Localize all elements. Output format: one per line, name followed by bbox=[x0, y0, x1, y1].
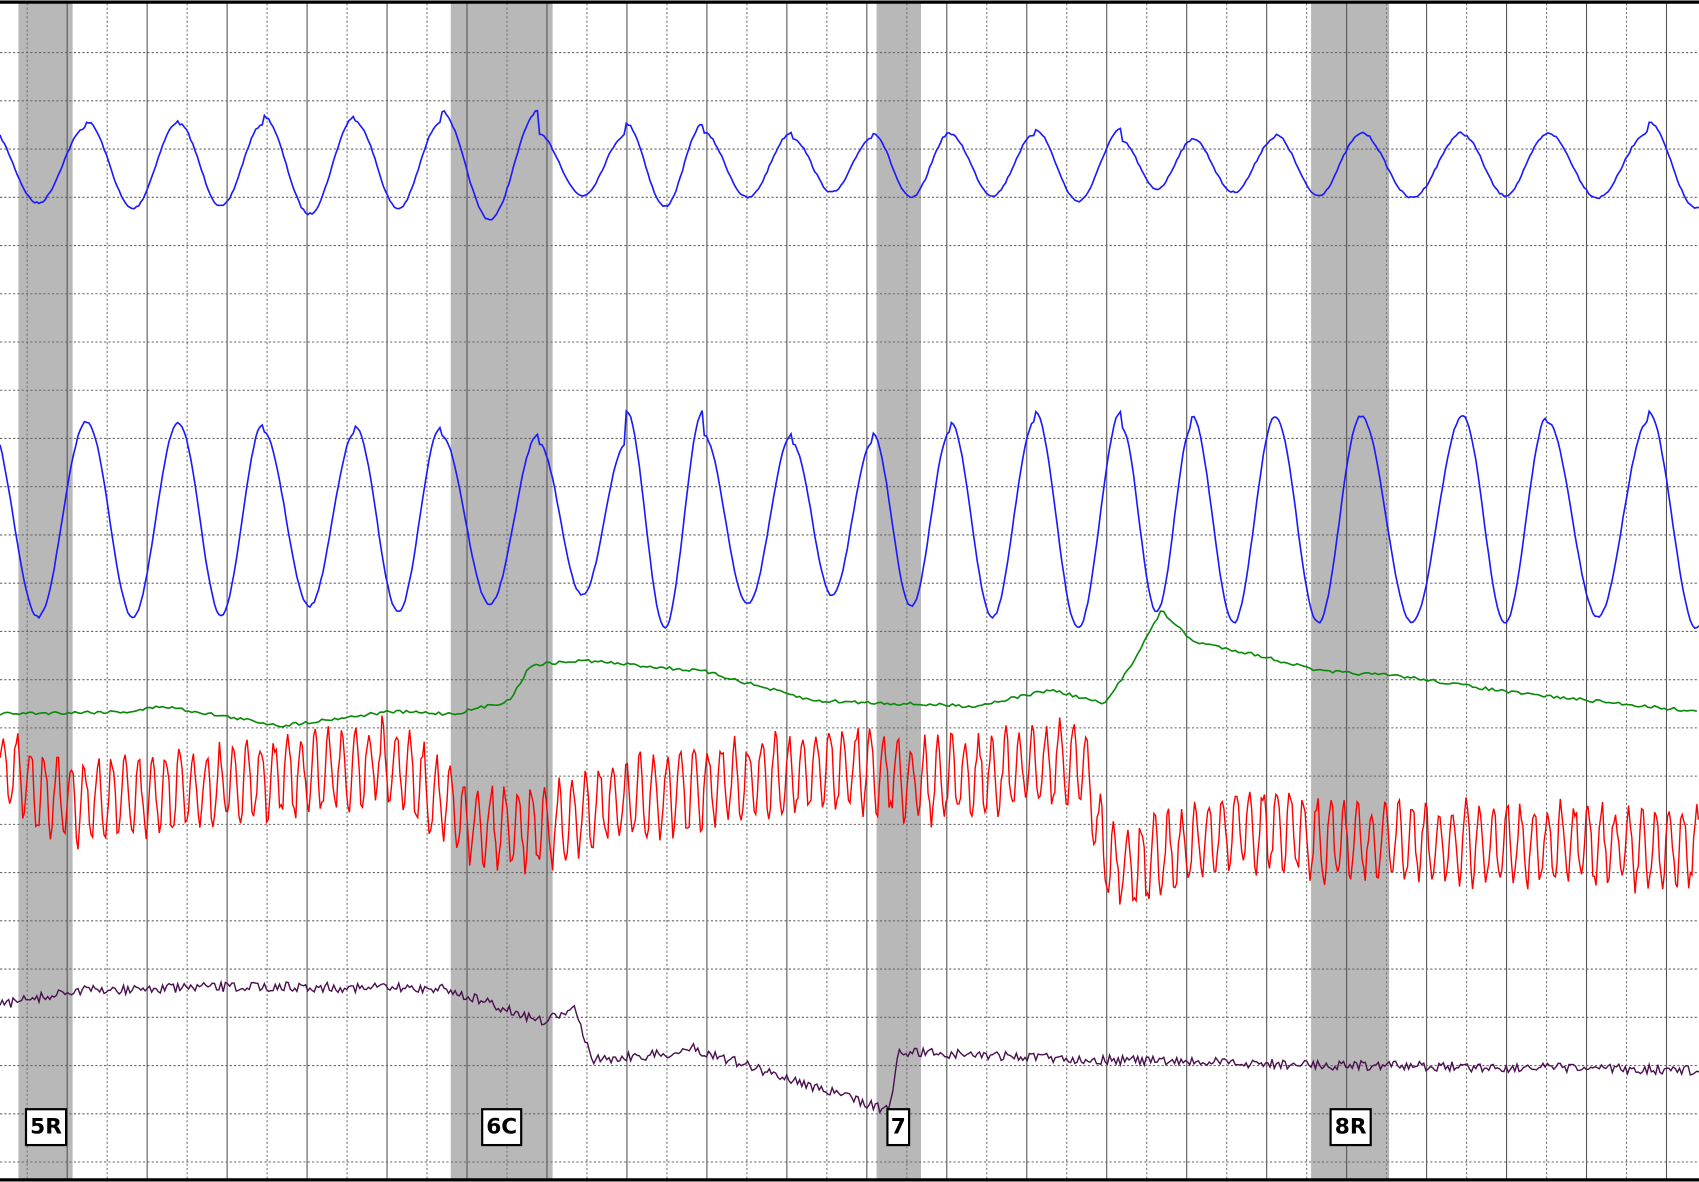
marker-box bbox=[481, 1108, 523, 1147]
movement-sensor bbox=[0, 979, 1699, 1115]
marker-label: 8R bbox=[1335, 1115, 1367, 1140]
question-bands bbox=[18, 3, 1390, 1179]
band bbox=[876, 3, 922, 1179]
traces bbox=[0, 109, 1699, 1115]
cardio bbox=[0, 715, 1699, 905]
electrodermal bbox=[0, 610, 1698, 728]
marker-label: 6C bbox=[486, 1115, 517, 1140]
marker-box bbox=[886, 1108, 911, 1147]
band bbox=[1311, 3, 1390, 1179]
upper-pneumo bbox=[0, 109, 1699, 221]
marker-label: 5R bbox=[30, 1115, 62, 1140]
marker-label: 7 bbox=[891, 1115, 906, 1140]
lower-pneumo bbox=[0, 409, 1699, 630]
marker-labels: 5R 6C 7 8R bbox=[24, 1108, 1372, 1147]
marker-box bbox=[24, 1108, 68, 1147]
marker-box bbox=[1329, 1108, 1372, 1147]
band bbox=[450, 3, 553, 1179]
